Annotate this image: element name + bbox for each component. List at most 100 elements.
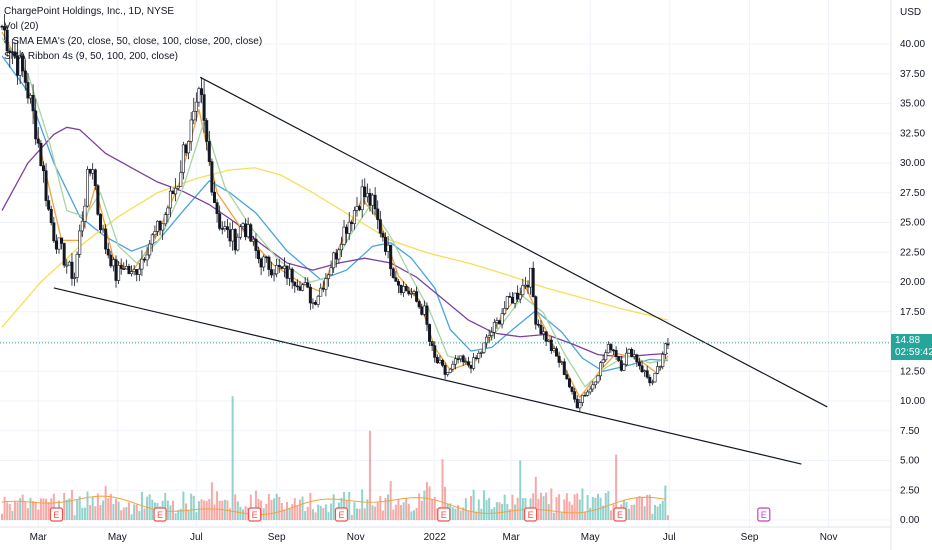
legend-symbol[interactable]: ChargePoint Holdings, Inc., 1D, NYSE <box>4 6 175 17</box>
trendlines[interactable] <box>53 76 828 465</box>
earnings-marker[interactable]: E <box>49 507 64 522</box>
candle-body <box>663 343 667 355</box>
candle-body <box>223 226 227 229</box>
volume-bar <box>363 508 366 520</box>
candle-body <box>505 296 509 309</box>
volume-bar <box>534 476 537 520</box>
time-tick-label: Sep <box>741 532 759 543</box>
volume-bar <box>304 511 307 520</box>
volume-bar <box>633 504 636 520</box>
earnings-marker[interactable]: E <box>437 507 451 522</box>
candle-body <box>117 265 121 281</box>
trendline[interactable] <box>199 76 828 408</box>
candle-body <box>174 187 178 195</box>
candle-body <box>586 391 590 396</box>
candle-body <box>83 205 87 222</box>
candle-body <box>365 193 369 198</box>
candle-body <box>184 144 188 154</box>
candle-body <box>438 359 442 364</box>
candle-body <box>150 234 154 245</box>
candle-body <box>342 226 346 245</box>
candle-body <box>469 364 473 369</box>
candle-body <box>148 243 152 256</box>
volume-bar <box>130 514 133 520</box>
candle-body <box>192 111 196 121</box>
earnings-marker[interactable]: E <box>153 507 167 522</box>
earnings-letter: E <box>528 510 534 520</box>
volume-bar <box>70 490 73 520</box>
candle-body <box>78 230 82 255</box>
legend-ma-emas[interactable]: 4 SMA EMA's (20, close, 50, close, 100, … <box>4 36 263 47</box>
volume-bar <box>249 494 252 520</box>
price-axis[interactable]: 0.002.505.007.5010.0012.5015.0017.5020.0… <box>900 39 925 526</box>
candle-body <box>443 365 447 375</box>
earnings-badge <box>49 507 64 522</box>
volume-bar <box>151 499 154 520</box>
candle-body <box>656 366 660 374</box>
candle-body <box>168 190 172 209</box>
volume-bar <box>236 501 239 520</box>
candle-body <box>614 350 618 357</box>
price-tick-label: 17.50 <box>900 307 925 318</box>
volume-bar <box>86 491 89 520</box>
candle-body <box>425 305 429 325</box>
candle-body <box>420 306 424 315</box>
volume-bar <box>545 492 548 520</box>
candle-body <box>596 375 600 383</box>
candle-body <box>202 94 206 121</box>
candle-body <box>44 170 48 201</box>
volume-bar <box>353 502 356 520</box>
candle-body <box>31 95 35 112</box>
volume-bar <box>254 490 257 520</box>
candle-body <box>23 70 27 83</box>
time-axis[interactable]: Mar May Jul Sep Nov 2022 Mar May Jul Sep Nov <box>30 532 838 543</box>
volume-bar <box>648 494 651 520</box>
earnings-marker[interactable]: E <box>613 507 627 522</box>
volume-bar <box>221 500 224 520</box>
volume-bar <box>591 496 594 520</box>
candle-body <box>575 398 579 409</box>
volume-bar <box>117 501 120 520</box>
trendline[interactable] <box>53 287 802 465</box>
volume-bar <box>555 497 558 520</box>
volume-bar <box>495 502 498 520</box>
volume-bar <box>286 502 289 520</box>
candle-body <box>632 354 636 357</box>
candle-body <box>373 194 377 210</box>
candle-body <box>536 323 540 326</box>
volume-bar <box>355 508 358 520</box>
earnings-marker[interactable]: E <box>334 507 349 522</box>
earnings-marker[interactable]: E <box>524 507 538 522</box>
volume-bar <box>278 496 281 520</box>
candle-body <box>326 274 330 279</box>
volume-bar <box>413 510 415 520</box>
legend-sma-ribbon[interactable]: SMA Ribbon 4s (9, 50, 100, 200, close) <box>4 51 178 62</box>
candle-body <box>622 364 626 371</box>
volume-bar <box>102 500 105 520</box>
candle-body <box>259 258 263 268</box>
volume-bar <box>37 509 40 520</box>
volume-bar <box>293 498 296 520</box>
volume-bar <box>428 486 431 520</box>
volume-bar <box>594 497 597 520</box>
earnings-marker[interactable]: E <box>248 507 262 522</box>
candle-body <box>13 51 17 56</box>
legend-volume[interactable]: Vol (20) <box>4 21 39 32</box>
volume-bar <box>94 506 97 520</box>
candle-body <box>539 324 543 335</box>
candle-body <box>441 359 445 366</box>
volume-bar <box>197 501 200 520</box>
candle-body <box>98 213 102 231</box>
candle-body <box>101 228 105 231</box>
candle-body <box>220 228 224 230</box>
volume-bar <box>615 454 618 520</box>
candle-body <box>601 359 605 363</box>
candle-body <box>479 352 483 354</box>
candle-body <box>140 258 144 270</box>
volume-bar <box>190 493 193 520</box>
volume-bar <box>475 511 478 520</box>
earnings-marker[interactable]: E <box>757 507 771 522</box>
volume-bar <box>148 494 151 520</box>
